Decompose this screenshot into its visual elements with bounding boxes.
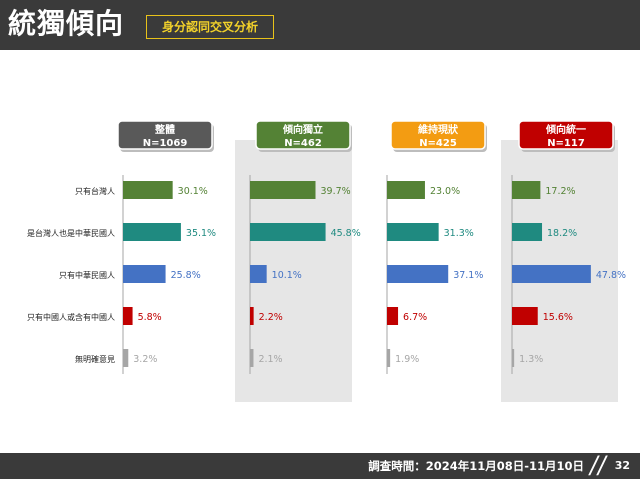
data-label: 2.2% — [259, 312, 283, 323]
data-label: 47.8% — [596, 270, 626, 281]
data-label: 2.1% — [258, 354, 282, 365]
data-label: 39.7% — [321, 186, 351, 197]
data-label: 18.2% — [547, 228, 577, 239]
group-header — [117, 120, 213, 150]
data-label: 3.2% — [133, 354, 157, 365]
group-header — [518, 120, 614, 150]
group-name: 維持現狀 — [418, 123, 459, 136]
bar — [387, 181, 425, 199]
page-number: 32 — [614, 459, 630, 472]
data-label: 45.8% — [331, 228, 361, 239]
data-label: 10.1% — [272, 270, 302, 281]
data-label: 30.1% — [178, 186, 208, 197]
data-label: 25.8% — [171, 270, 201, 281]
data-label: 17.2% — [545, 186, 575, 197]
data-label: 5.8% — [138, 312, 162, 323]
slash-divider-icon: // — [587, 451, 609, 479]
bar — [512, 307, 538, 325]
data-label: 6.7% — [403, 312, 427, 323]
group-name: 整體 — [154, 123, 175, 136]
bar — [123, 265, 166, 283]
bar — [512, 349, 515, 367]
group-sample-size: N=1069 — [143, 138, 188, 149]
data-label: 23.0% — [430, 186, 460, 197]
category-label: 只有中華民國人 — [59, 270, 115, 280]
data-label: 1.3% — [519, 354, 543, 365]
bar — [250, 223, 326, 241]
bar — [387, 349, 391, 367]
page-subtitle: 身分認同交叉分析 — [146, 15, 274, 39]
group-header — [390, 120, 486, 150]
data-label: 15.6% — [543, 312, 573, 323]
group-sample-size: N=462 — [284, 138, 322, 149]
category-label: 無明確意見 — [75, 354, 115, 364]
bar — [123, 349, 129, 367]
bar — [387, 223, 439, 241]
group-name: 傾向統一 — [545, 123, 586, 136]
bar — [123, 307, 133, 325]
bar — [123, 181, 173, 199]
group-name: 傾向獨立 — [282, 123, 323, 136]
bar — [512, 265, 591, 283]
bar — [250, 265, 267, 283]
page-title: 統獨傾向 — [8, 7, 125, 40]
bar — [250, 307, 254, 325]
group-sample-size: N=425 — [419, 138, 457, 149]
bar — [512, 223, 543, 241]
bar — [387, 265, 449, 283]
group-sample-size: N=117 — [547, 138, 585, 149]
data-label: 31.3% — [444, 228, 474, 239]
header-bar: 統獨傾向 身分認同交叉分析 — [0, 0, 640, 50]
category-label: 是台灣人也是中華民國人 — [27, 228, 115, 238]
data-label: 35.1% — [186, 228, 216, 239]
bar — [250, 349, 254, 367]
bar — [387, 307, 399, 325]
bar — [512, 181, 541, 199]
category-label: 只有中國人或含有中國人 — [27, 312, 115, 322]
bar — [250, 181, 316, 199]
data-label: 37.1% — [453, 270, 483, 281]
survey-date: 調查時間：2024年11月08日-11月10日 — [368, 459, 584, 473]
group-header — [255, 120, 351, 150]
data-label: 1.9% — [395, 354, 419, 365]
category-label: 只有台灣人 — [75, 186, 115, 196]
bar — [123, 223, 181, 241]
footer-bar: 調查時間：2024年11月08日-11月10日 // 32 — [0, 451, 640, 479]
